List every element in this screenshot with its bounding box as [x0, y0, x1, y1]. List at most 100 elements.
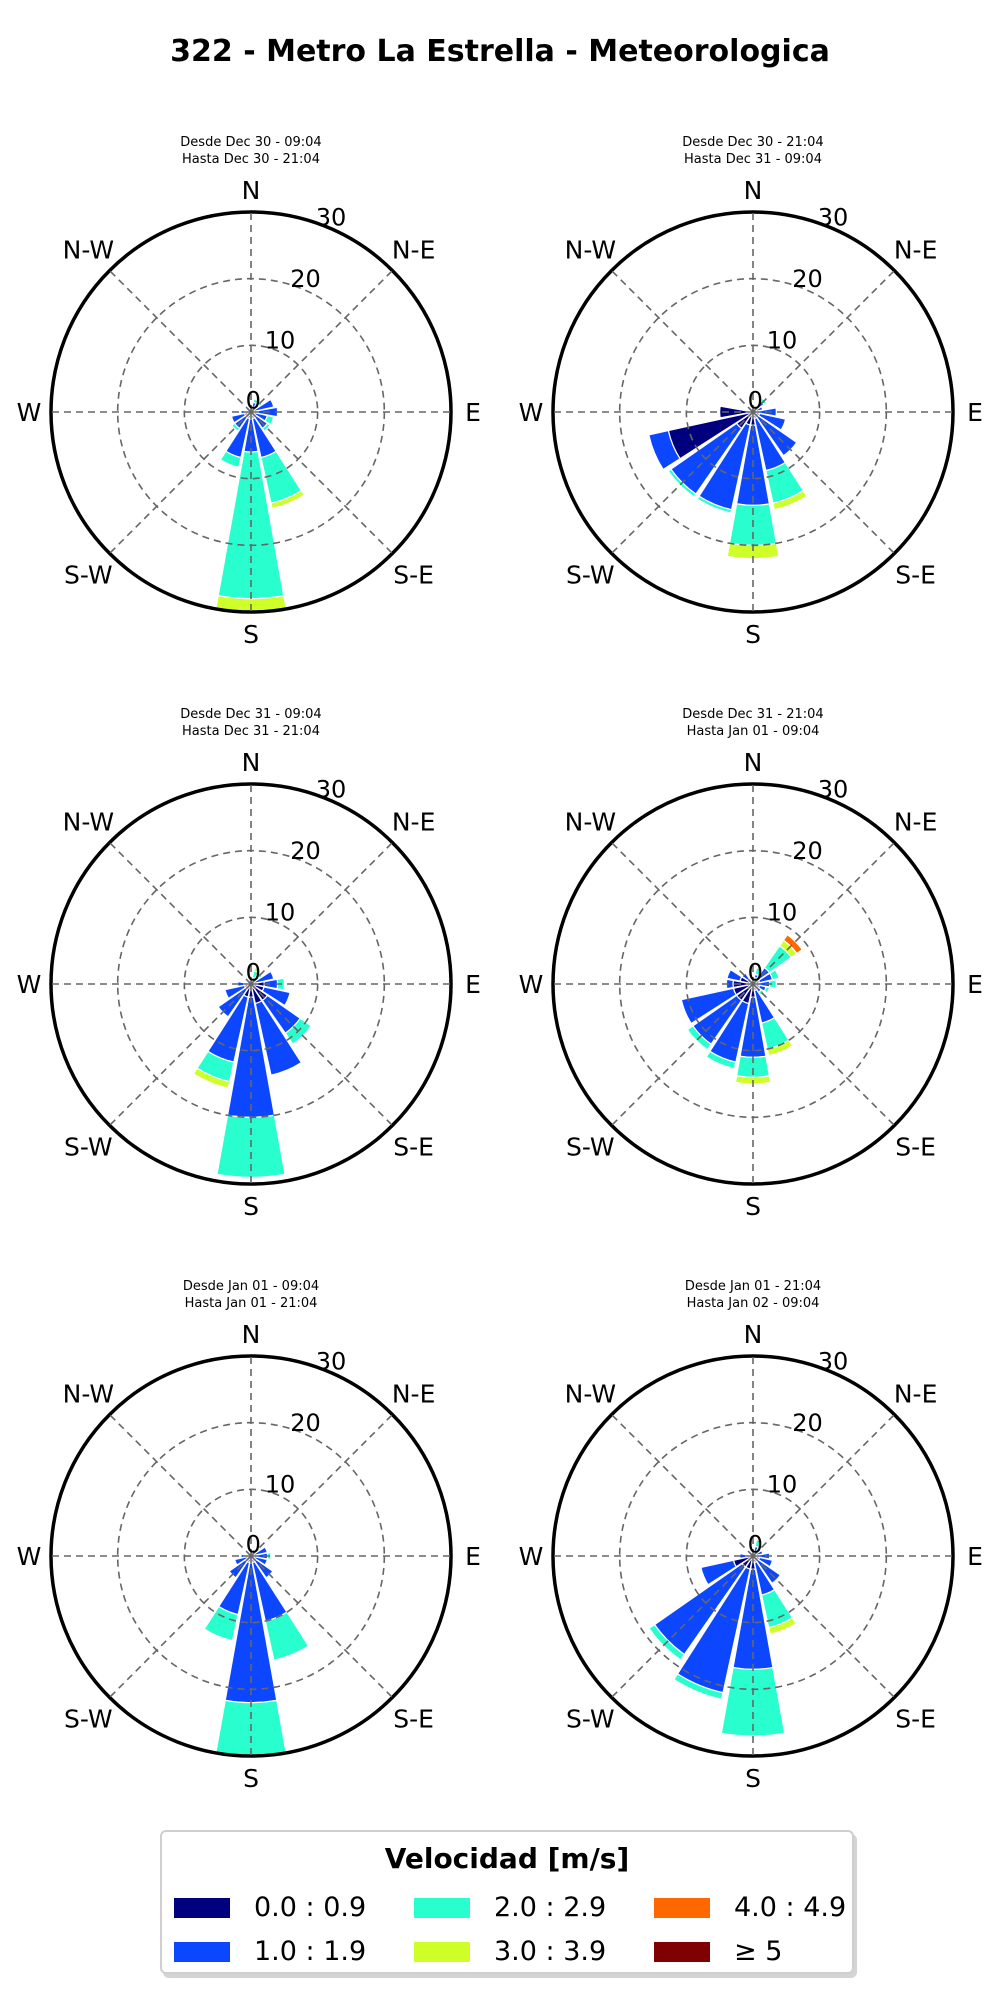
radial-tick-label: 0 [246, 386, 261, 414]
rose-bar [224, 984, 247, 1000]
radial-tick-label: 20 [290, 265, 321, 293]
grid-spoke [250, 270, 393, 413]
panel-subtitle-to: Hasta Jan 02 - 09:04 [687, 1296, 820, 1311]
direction-label: W [17, 1542, 42, 1571]
windrose-panel: Desde Dec 31 - 09:04 Hasta Dec 31 - 21:04… [17, 707, 481, 1221]
direction-label: N-E [894, 807, 938, 836]
direction-label: S-E [895, 1705, 936, 1734]
grid-spoke [611, 1414, 754, 1557]
rose-bar [757, 1556, 774, 1568]
legend-label: 2.0 : 2.9 [494, 1892, 607, 1923]
radial-tick-label: 20 [792, 265, 823, 293]
grid-spoke [611, 270, 754, 413]
rose-bar [769, 968, 780, 981]
direction-label: N-W [63, 235, 114, 264]
direction-label: N-E [894, 1379, 938, 1408]
panel-subtitle-from: Desde Dec 30 - 21:04 [682, 135, 823, 150]
direction-label: S-E [895, 1133, 936, 1162]
direction-label: N-W [565, 1379, 616, 1408]
panel-subtitle-to: Hasta Jan 01 - 21:04 [185, 1296, 318, 1311]
direction-label: N [744, 748, 763, 777]
radial-tick-label: 10 [265, 1471, 296, 1499]
direction-label: S-W [64, 561, 113, 590]
radial-tick-label: 30 [818, 776, 849, 804]
grid-spoke [752, 411, 895, 554]
radial-tick-label: 10 [767, 327, 798, 355]
panel-subtitle-to: Hasta Dec 31 - 21:04 [182, 724, 320, 739]
rose-bar [768, 1616, 797, 1635]
radial-tick-label: 0 [246, 1530, 261, 1558]
direction-label: N [242, 176, 261, 205]
radial-tick-label: 0 [748, 1530, 763, 1558]
direction-label: W [519, 970, 544, 999]
chart-title: 322 - Metro La Estrella - Meteorologica [170, 34, 830, 69]
radial-tick-label: 30 [316, 776, 347, 804]
rose-bar [252, 970, 275, 985]
rose-bar [754, 967, 763, 977]
grid-spoke [611, 411, 754, 554]
rose-bar [231, 422, 241, 432]
legend-item: 3.0 : 3.9 [414, 1936, 606, 1967]
radial-tick-label: 0 [748, 958, 763, 986]
direction-label: S [745, 1764, 761, 1793]
direction-label: W [519, 1542, 544, 1571]
radial-tick-label: 20 [290, 1409, 321, 1437]
legend-item: ≥ 5 [654, 1936, 782, 1967]
direction-label: S-W [566, 1705, 615, 1734]
direction-label: S [745, 620, 761, 649]
rose-bar [754, 1539, 763, 1549]
direction-label: N [744, 1320, 763, 1349]
windrose-panel: Desde Dec 31 - 21:04 Hasta Jan 01 - 09:04… [519, 707, 983, 1221]
grid-spoke [752, 983, 895, 1126]
legend-label: 3.0 : 3.9 [494, 1936, 607, 1967]
direction-label: S [243, 620, 259, 649]
radial-tick-label: 0 [748, 386, 763, 414]
panel-subtitle-from: Desde Jan 01 - 21:04 [685, 1279, 821, 1294]
legend: Velocidad [m/s] 0.0 : 0.9 1.0 : 1.9 2.0 … [160, 1830, 854, 1974]
panel-subtitle-from: Desde Dec 31 - 21:04 [682, 707, 823, 722]
direction-label: N [744, 176, 763, 205]
panel-subtitle-from: Desde Jan 01 - 09:04 [183, 1279, 319, 1294]
grid-spoke [109, 842, 252, 985]
grid-spoke [611, 1555, 754, 1698]
grid-spoke [752, 270, 895, 413]
rose-bar [782, 933, 804, 955]
panel-subtitle-to: Hasta Jan 01 - 09:04 [687, 724, 820, 739]
grid-spoke [109, 270, 252, 413]
windrose-panel: Desde Dec 30 - 09:04 Hasta Dec 30 - 21:04… [17, 135, 481, 649]
direction-label: N-E [392, 807, 436, 836]
direction-label: E [967, 398, 983, 427]
grid-circle [551, 782, 955, 1186]
rose-bar [252, 398, 275, 413]
grid-spoke [752, 1555, 895, 1698]
grid-circle [551, 210, 955, 614]
direction-label: E [465, 398, 481, 427]
grid-circle [49, 210, 453, 614]
direction-label: N [242, 1320, 261, 1349]
direction-label: S-E [393, 561, 434, 590]
legend-item: 1.0 : 1.9 [174, 1936, 366, 1967]
grid-circle [49, 1354, 453, 1758]
direction-label: S-W [566, 1133, 615, 1162]
legend-item: 2.0 : 2.9 [414, 1892, 606, 1923]
legend-swatch [174, 1897, 230, 1918]
grid-spoke [109, 983, 252, 1126]
legend-swatch [654, 1941, 710, 1962]
rose-bar [254, 1000, 303, 1076]
direction-label: E [967, 1542, 983, 1571]
rose-bar [252, 1555, 268, 1566]
direction-label: N-W [565, 807, 616, 836]
direction-label: W [519, 398, 544, 427]
rose-bar [705, 1050, 737, 1070]
direction-label: E [967, 970, 983, 999]
legend-swatch [174, 1941, 230, 1962]
rose-bar [261, 986, 291, 1007]
grid-spoke [611, 842, 754, 985]
panel-subtitle-to: Hasta Dec 31 - 09:04 [684, 152, 822, 167]
grid-spoke [752, 842, 895, 985]
direction-label: S-E [393, 1705, 434, 1734]
radial-tick-label: 20 [792, 1409, 823, 1437]
direction-label: W [17, 398, 42, 427]
legend-label: ≥ 5 [734, 1936, 783, 1967]
rose-bar [763, 986, 770, 994]
